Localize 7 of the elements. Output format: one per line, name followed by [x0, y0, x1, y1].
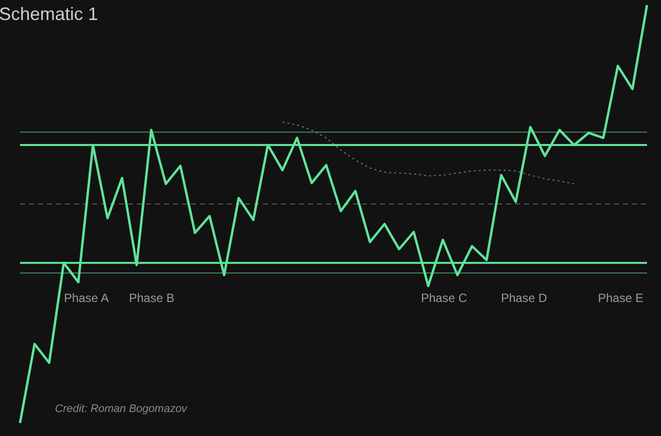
- chart-title: Schematic 1: [0, 4, 98, 25]
- annotation: Credit: Roman Bogomazov: [55, 403, 188, 415]
- annotation: Phase A: [64, 291, 109, 305]
- annotation: Phase E: [598, 291, 644, 305]
- annotation: Phase B: [129, 291, 174, 305]
- annotation: Phase C: [421, 291, 468, 305]
- annotation: Phase D: [501, 291, 548, 305]
